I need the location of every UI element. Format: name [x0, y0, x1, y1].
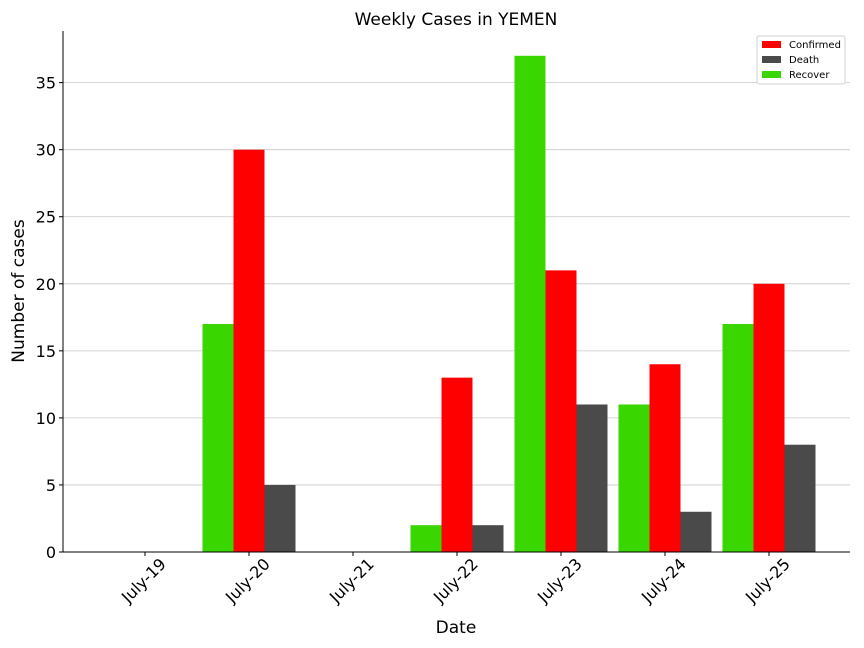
legend: Confirmed Death Recover — [756, 35, 846, 85]
legend-swatch-recover — [762, 71, 781, 78]
y-tick-label: 0 — [46, 543, 56, 562]
x-tick-label: July-22 — [429, 554, 482, 607]
bar-recover — [722, 324, 754, 552]
bar-confirmed — [649, 364, 681, 552]
gridlines — [63, 82, 850, 486]
x-tick-label: July-23 — [533, 554, 586, 607]
bar-recover — [202, 324, 234, 552]
y-axis-label: Number of cases — [9, 219, 29, 363]
y-tick-label: 20 — [36, 275, 56, 294]
y-tick-label: 25 — [36, 208, 56, 227]
bar-confirmed — [441, 377, 473, 552]
legend-swatch-death — [762, 56, 781, 63]
bar-death — [784, 444, 816, 552]
bar-confirmed — [233, 149, 265, 552]
y-tick-label: 15 — [36, 342, 56, 361]
x-tick-label: July-25 — [741, 554, 794, 607]
y-tick-label: 5 — [46, 476, 56, 495]
bar-recover — [514, 55, 546, 553]
x-tick-label: July-24 — [637, 554, 690, 607]
x-tick-label: July-20 — [221, 554, 274, 607]
legend-label-confirmed: Confirmed — [789, 40, 841, 51]
legend-label-recover: Recover — [789, 70, 830, 81]
y-ticks: 0 5 10 15 20 25 30 35 — [36, 74, 63, 562]
bar-death — [264, 484, 296, 552]
bar-death — [472, 525, 504, 552]
x-ticks: July-19 July-20 July-21 July-22 July-23 July-… — [117, 552, 794, 607]
x-tick-label: July-19 — [117, 554, 170, 607]
bar-confirmed — [753, 283, 785, 552]
y-tick-label: 10 — [36, 409, 56, 428]
bar-death — [680, 511, 712, 552]
y-tick-label: 35 — [36, 74, 56, 93]
legend-swatch-confirmed — [762, 41, 781, 48]
legend-label-death: Death — [789, 55, 819, 66]
bars — [202, 55, 816, 553]
bar-confirmed — [545, 270, 577, 552]
bar-death — [576, 404, 608, 552]
x-axis-label: Date — [436, 618, 477, 638]
bar-recover — [618, 404, 650, 552]
bar-recover — [410, 525, 442, 552]
y-tick-label: 30 — [36, 141, 56, 160]
chart-title: Weekly Cases in YEMEN — [355, 10, 558, 30]
x-tick-label: July-21 — [325, 554, 378, 607]
